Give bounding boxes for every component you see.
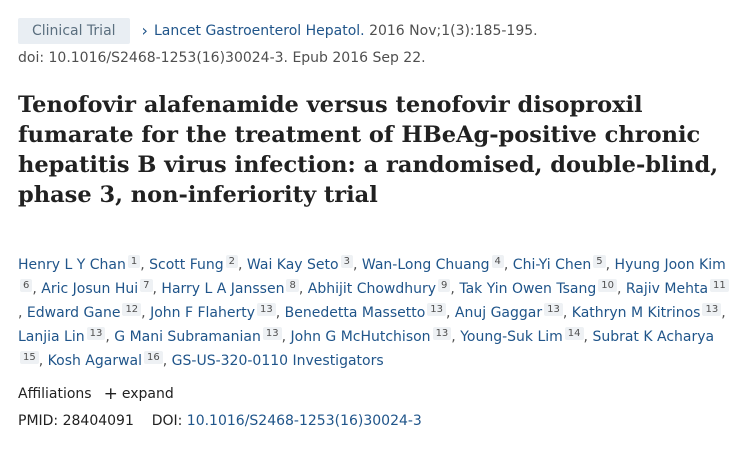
author-link[interactable]: Harry L A Janssen: [161, 281, 285, 297]
author-list-item: Subrat K Acharya15,: [18, 329, 714, 369]
author-list-item: Harry L A Janssen 8,: [161, 279, 308, 297]
doi-link[interactable]: 10.1016/S2468-1253(16)30024-3: [186, 413, 422, 429]
pmid-label: PMID:: [18, 413, 59, 429]
author-link[interactable]: Subrat K Acharya: [592, 329, 715, 345]
author-link[interactable]: Young-Suk Lim: [460, 329, 563, 345]
author-list-item: John G McHutchison 13,: [290, 327, 461, 345]
affiliation-number[interactable]: 13: [544, 303, 563, 316]
author-link[interactable]: Kathryn M Kitrinos: [571, 305, 701, 321]
affiliation-number[interactable]: 5: [593, 255, 606, 268]
author-list-item: Lanjia Lin 13,: [18, 327, 115, 345]
publication-type-badge[interactable]: Clinical Trial: [18, 18, 130, 44]
citation-details: 2016 Nov;1(3):185-195.: [369, 23, 538, 39]
affiliations-expand-button[interactable]: + expand: [103, 384, 174, 404]
author-list-item: Chi-Yi Chen 5,: [512, 255, 615, 273]
affiliation-number[interactable]: 4: [491, 255, 504, 268]
author-list-item: Anuj Gaggar 13,: [454, 303, 572, 321]
author-list-item: G Mani Subramanian 13,: [114, 327, 291, 345]
author-link[interactable]: Benedetta Massetto: [284, 305, 426, 321]
affiliation-number[interactable]: 10: [598, 279, 617, 292]
affiliations-label: Affiliations: [18, 386, 92, 402]
author-link[interactable]: John F Flaherty: [150, 305, 256, 321]
affiliation-number[interactable]: 13: [86, 327, 106, 340]
author-link[interactable]: John G McHutchison: [290, 329, 431, 345]
plus-icon: +: [103, 384, 118, 404]
author-list-item: Rajiv Mehta 11,: [18, 279, 729, 321]
affiliation-number[interactable]: 9: [438, 279, 451, 292]
author-link[interactable]: Henry L Y Chan: [18, 257, 126, 273]
chevron-right-icon[interactable]: ›: [141, 21, 148, 40]
affiliation-number[interactable]: 13: [702, 303, 722, 316]
affiliation-number[interactable]: 16: [144, 351, 163, 364]
affiliation-number[interactable]: 6: [20, 279, 33, 292]
article-title: Tenofovir alafenamide versus tenofovir d…: [18, 92, 719, 208]
affiliation-number[interactable]: 8: [286, 279, 299, 292]
author-link[interactable]: Edward Gane: [26, 305, 121, 321]
affiliation-number[interactable]: 13: [432, 327, 452, 340]
identifiers-row: PMID: 28404091 DOI: 10.1016/S2468-1253(1…: [18, 413, 422, 429]
authors-list: Henry L Y Chan 1, Scott Fung 2, Wai Kay Se…: [18, 253, 733, 373]
author-list-item: Henry L Y Chan 1,: [18, 255, 150, 273]
affiliation-number[interactable]: 7: [140, 279, 153, 292]
author-link[interactable]: Hyung Joon Kim: [614, 257, 726, 273]
affiliations-row: Affiliations + expand: [18, 384, 174, 404]
citation-row: Clinical Trial › Lancet Gastroenterol He…: [18, 18, 538, 44]
affiliation-number[interactable]: 13: [262, 327, 282, 340]
affiliation-number[interactable]: 11: [710, 279, 729, 292]
author-list-item: Tak Yin Owen Tsang 10,: [459, 279, 626, 297]
author-link[interactable]: Rajiv Mehta: [625, 281, 709, 297]
author-list-item: Wai Kay Seto 3,: [246, 255, 362, 273]
author-list-item: Hyung Joon Kim6,: [18, 257, 726, 297]
affiliation-number[interactable]: 13: [257, 303, 276, 316]
affiliation-number[interactable]: 13: [427, 303, 447, 316]
pmid-value: 28404091: [62, 413, 134, 429]
author-list-item: Aric Josun Hui 7,: [41, 279, 162, 297]
author-list-item: Kathryn M Kitrinos 13,: [571, 303, 726, 321]
author-list-item: Young-Suk Lim 14,: [460, 327, 593, 345]
expand-label: expand: [121, 386, 174, 402]
author-list-item: Kosh Agarwal 16,: [47, 351, 172, 369]
author-list-item: Benedetta Massetto 13,: [284, 303, 455, 321]
author-link[interactable]: Wan-Long Chuang: [361, 257, 490, 273]
journal-link[interactable]: Lancet Gastroenterol Hepatol.: [153, 23, 365, 39]
author-link[interactable]: Abhijit Chowdhury: [307, 281, 437, 297]
author-list-item: Abhijit Chowdhury 9,: [307, 279, 460, 297]
doi-label: DOI:: [151, 413, 183, 429]
doi-epub-line: doi: 10.1016/S2468-1253(16)30024-3. Epub…: [18, 50, 426, 66]
author-link[interactable]: Kosh Agarwal: [47, 353, 143, 369]
author-link[interactable]: Scott Fung: [149, 257, 224, 273]
affiliation-number[interactable]: 12: [122, 303, 142, 316]
author-list-item: John F Flaherty 13,: [150, 303, 285, 321]
author-link[interactable]: Tak Yin Owen Tsang: [459, 281, 597, 297]
author-link[interactable]: Anuj Gaggar: [454, 305, 543, 321]
affiliation-number[interactable]: 15: [20, 351, 39, 364]
group-author-link[interactable]: GS-US-320-0110 Investigators: [171, 353, 384, 369]
affiliation-number[interactable]: 14: [564, 327, 584, 340]
author-link[interactable]: Aric Josun Hui: [41, 281, 139, 297]
author-link[interactable]: Chi-Yi Chen: [512, 257, 592, 273]
author-list-item: Scott Fung 2,: [149, 255, 247, 273]
author-link[interactable]: Wai Kay Seto: [246, 257, 339, 273]
author-link[interactable]: G Mani Subramanian: [114, 329, 261, 345]
author-link[interactable]: Lanjia Lin: [18, 329, 85, 345]
affiliation-number[interactable]: 1: [127, 255, 141, 268]
affiliation-number[interactable]: 2: [225, 255, 239, 268]
author-list-item: Edward Gane 12,: [26, 303, 151, 321]
author-list-item: Wan-Long Chuang 4,: [361, 255, 513, 273]
affiliation-number[interactable]: 3: [340, 255, 353, 268]
